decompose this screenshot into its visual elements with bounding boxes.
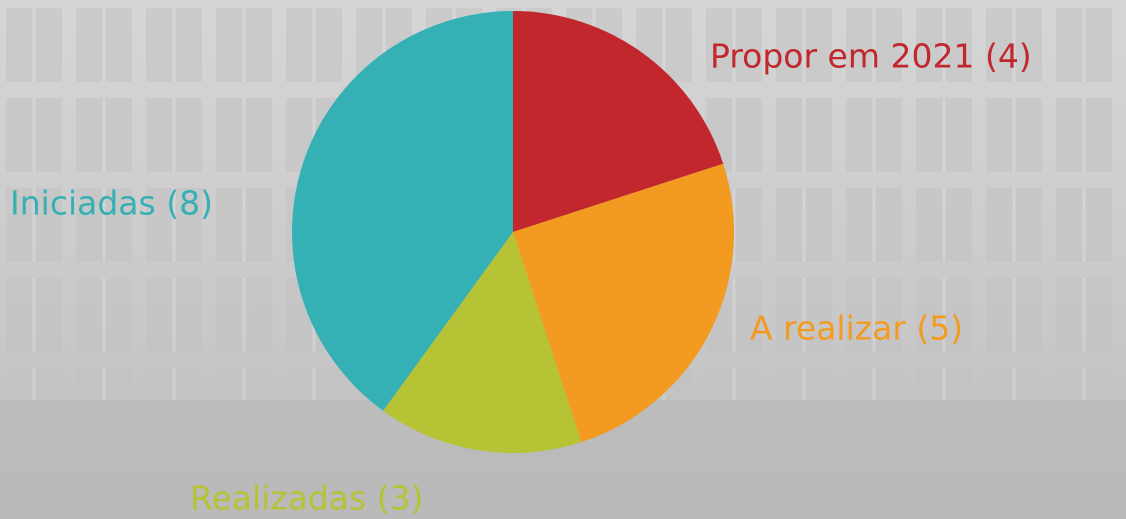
pie-slice (513, 11, 724, 232)
slice-label: Propor em 2021 (4) (710, 37, 1032, 76)
pie-slice (383, 232, 582, 454)
slice-label: Realizadas (3) (190, 479, 423, 518)
pie-slice (513, 163, 734, 443)
slice-label: A realizar (5) (750, 309, 963, 348)
slice-label: Iniciadas (8) (10, 184, 213, 223)
pie-slice (291, 11, 513, 411)
